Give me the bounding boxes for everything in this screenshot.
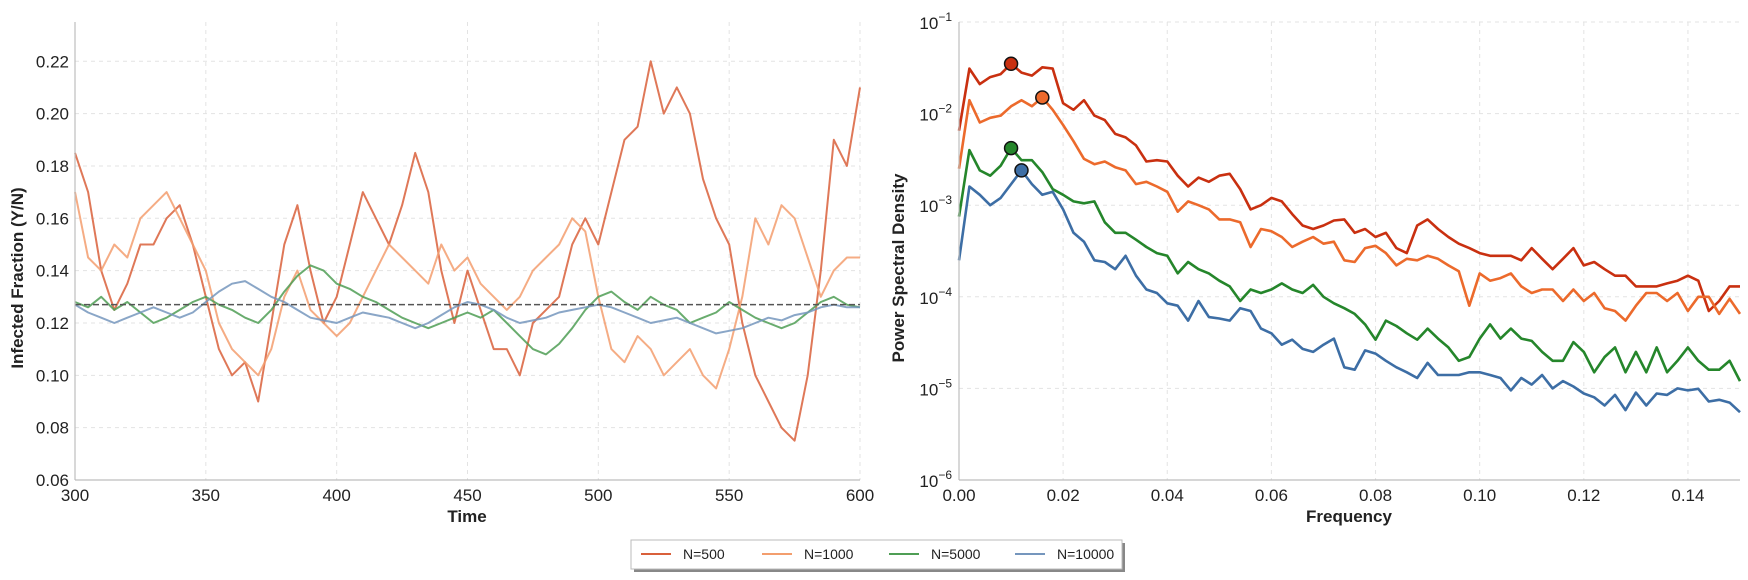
left-y-tick-label: 0.22 xyxy=(36,52,69,71)
right-y-tick-label: 10−2 xyxy=(919,102,952,125)
left-y-tick-label: 0.16 xyxy=(36,209,69,228)
left-y-tick-label: 0.10 xyxy=(36,366,69,385)
right-x-axis-label: Frequency xyxy=(1306,507,1393,526)
left-x-tick-label: 600 xyxy=(846,486,874,505)
left-axes xyxy=(74,22,860,481)
right-x-tick-label: 0.08 xyxy=(1359,486,1392,505)
left-y-tick-label: 0.18 xyxy=(36,157,69,176)
left-y-tick-label: 0.12 xyxy=(36,314,69,333)
right-y-axis-label: Power Spectral Density xyxy=(889,173,908,363)
right-tick-labels: 0.00 0.02 0.04 0.06 0.08 0.10 0.12 0.14 10−6 10−5… xyxy=(919,10,1704,505)
left-y-axis-label: Infected Fraction (Y/N) xyxy=(8,187,27,368)
right-series-line xyxy=(957,96,1742,322)
right-x-tick-label: 0.14 xyxy=(1671,486,1704,505)
right-y-tick-label: 10−3 xyxy=(919,193,952,216)
right-x-tick-label: 0.10 xyxy=(1463,486,1496,505)
peak-marker xyxy=(1003,140,1019,156)
right-x-tick-label: 0.04 xyxy=(1151,486,1184,505)
spectrum-panel: 0.00 0.02 0.04 0.06 0.08 0.10 0.12 0.14 10−6 10−5… xyxy=(889,10,1742,526)
left-x-tick-label: 500 xyxy=(584,486,612,505)
legend-label: N=5000 xyxy=(931,546,981,562)
left-x-tick-label: 350 xyxy=(192,486,220,505)
left-x-tick-label: 550 xyxy=(715,486,743,505)
right-x-tick-label: 0.02 xyxy=(1047,486,1080,505)
right-x-tick-label: 0.12 xyxy=(1567,486,1600,505)
left-x-tick-label: 450 xyxy=(453,486,481,505)
left-grid xyxy=(74,22,861,481)
left-series-line xyxy=(74,191,860,390)
peak-marker xyxy=(1014,163,1029,178)
legend-label: N=10000 xyxy=(1057,546,1114,562)
legend-label: N=1000 xyxy=(804,546,854,562)
left-y-tick-label: 0.20 xyxy=(36,105,69,124)
legend-label: N=500 xyxy=(683,546,725,562)
left-tick-labels: 300 350 400 450 500 550 600 0.06 0.08 0.10 0.12 0.1… xyxy=(36,52,874,505)
peak-marker xyxy=(1003,56,1019,72)
left-series-line xyxy=(74,280,860,335)
legend: N=500 N=1000 N=5000 N=10000 xyxy=(630,539,1123,570)
left-y-tick-label: 0.14 xyxy=(36,262,69,281)
right-y-tick-label: 10−1 xyxy=(919,10,952,33)
right-x-tick-label: 0.06 xyxy=(1255,486,1288,505)
right-grid xyxy=(958,21,1740,481)
right-axes xyxy=(958,22,1740,481)
left-y-tick-label: 0.08 xyxy=(36,419,69,438)
right-series-line xyxy=(957,146,1742,382)
left-y-tick-label: 0.06 xyxy=(36,471,69,490)
left-series-line xyxy=(74,264,861,356)
right-series-line xyxy=(957,62,1740,313)
right-series-line xyxy=(957,169,1741,414)
left-x-tick-label: 400 xyxy=(322,486,350,505)
right-x-tick-label: 0.00 xyxy=(942,486,975,505)
right-y-tick-label: 10−4 xyxy=(919,285,952,308)
legend-entries: N=500 N=1000 N=5000 N=10000 xyxy=(641,546,1114,562)
right-series-group xyxy=(957,56,1742,414)
right-y-tick-label: 10−6 xyxy=(919,468,952,491)
left-x-axis-label: Time xyxy=(447,507,486,526)
peak-marker xyxy=(1035,90,1050,105)
left-x-tick-label: 300 xyxy=(61,486,89,505)
left-series-group xyxy=(74,60,861,442)
time-series-panel: 300 350 400 450 500 550 600 0.06 0.08 0.10 0.12 0.1… xyxy=(8,22,874,526)
right-y-tick-label: 10−5 xyxy=(919,376,952,399)
